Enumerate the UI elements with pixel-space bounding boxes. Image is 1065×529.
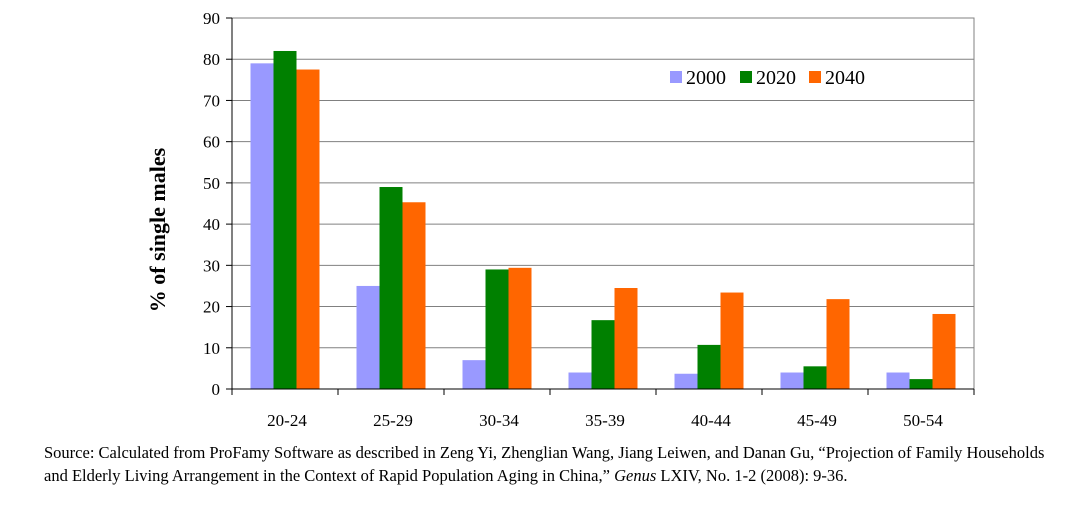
x-tick-label: 35-39 <box>585 411 625 430</box>
y-axis-label: % of single males <box>145 147 170 312</box>
y-tick-label: 70 <box>203 91 220 110</box>
bar-2040-25-29 <box>402 202 426 389</box>
y-tick-label: 0 <box>212 380 221 399</box>
bar-2020-35-39 <box>591 320 615 389</box>
bar-2020-50-54 <box>909 379 933 389</box>
bar-2040-50-54 <box>932 313 956 389</box>
bar-2020-25-29 <box>379 187 403 389</box>
bar-2000-30-34 <box>462 360 486 389</box>
bar-2000-50-54 <box>886 372 910 389</box>
legend-swatch-2040 <box>809 71 821 83</box>
axes <box>226 17 975 395</box>
x-tick-label: 40-44 <box>691 411 731 430</box>
bar-2040-45-49 <box>826 299 850 389</box>
y-tick-labels: 0 10 20 30 40 50 60 70 80 90 <box>203 9 220 399</box>
x-tick-label: 30-34 <box>479 411 519 430</box>
legend-swatch-2000 <box>670 71 682 83</box>
legend-swatch-2020 <box>740 71 752 83</box>
legend-label-2040: 2040 <box>825 67 865 89</box>
bar-2000-35-39 <box>568 372 592 389</box>
bar-2020-40-44 <box>697 344 721 389</box>
legend: 2000 2020 2040 <box>670 67 865 89</box>
bar-2040-40-44 <box>720 292 744 389</box>
bar-2000-40-44 <box>674 373 698 389</box>
bars <box>250 50 956 390</box>
x-tick-label: 45-49 <box>797 411 837 430</box>
bar-2040-35-39 <box>614 288 638 389</box>
source-text: Source: Calculated from ProFamy Software… <box>44 443 1045 485</box>
y-tick-label: 60 <box>203 133 220 152</box>
bar-2040-30-34 <box>508 267 532 389</box>
y-tick-label: 30 <box>203 256 220 275</box>
bar-2020-45-49 <box>803 366 827 389</box>
bar-2000-20-24 <box>250 63 274 389</box>
x-tick-label: 25-29 <box>373 411 413 430</box>
y-tick-label: 90 <box>203 9 220 28</box>
bar-2020-20-24 <box>273 50 297 389</box>
source-citation: LXIV, No. 1-2 (2008): 9-36. <box>656 466 848 485</box>
y-tick-label: 40 <box>203 215 220 234</box>
source-journal: Genus <box>614 466 657 485</box>
legend-label-2020: 2020 <box>756 67 796 89</box>
x-tick-labels: 20-24 25-29 30-34 35-39 40-44 45-49 50-54 <box>267 411 943 430</box>
bar-2020-30-34 <box>485 269 509 389</box>
y-tick-label: 80 <box>203 50 220 69</box>
bar-chart: 0 10 20 30 40 50 60 70 80 90 20-24 25-29 30-34 35-39… <box>145 9 975 430</box>
x-tick-label: 20-24 <box>267 411 307 430</box>
bar-2040-20-24 <box>296 69 320 390</box>
x-tick-label: 50-54 <box>903 411 943 430</box>
y-tick-label: 50 <box>203 174 220 193</box>
gridlines <box>232 17 974 349</box>
y-tick-label: 10 <box>203 339 220 358</box>
y-tick-label: 20 <box>203 298 220 317</box>
legend-label-2000: 2000 <box>686 67 726 89</box>
source-note: Source: Calculated from ProFamy Software… <box>44 441 1059 487</box>
bar-2000-45-49 <box>780 372 804 389</box>
bar-2000-25-29 <box>356 285 380 389</box>
